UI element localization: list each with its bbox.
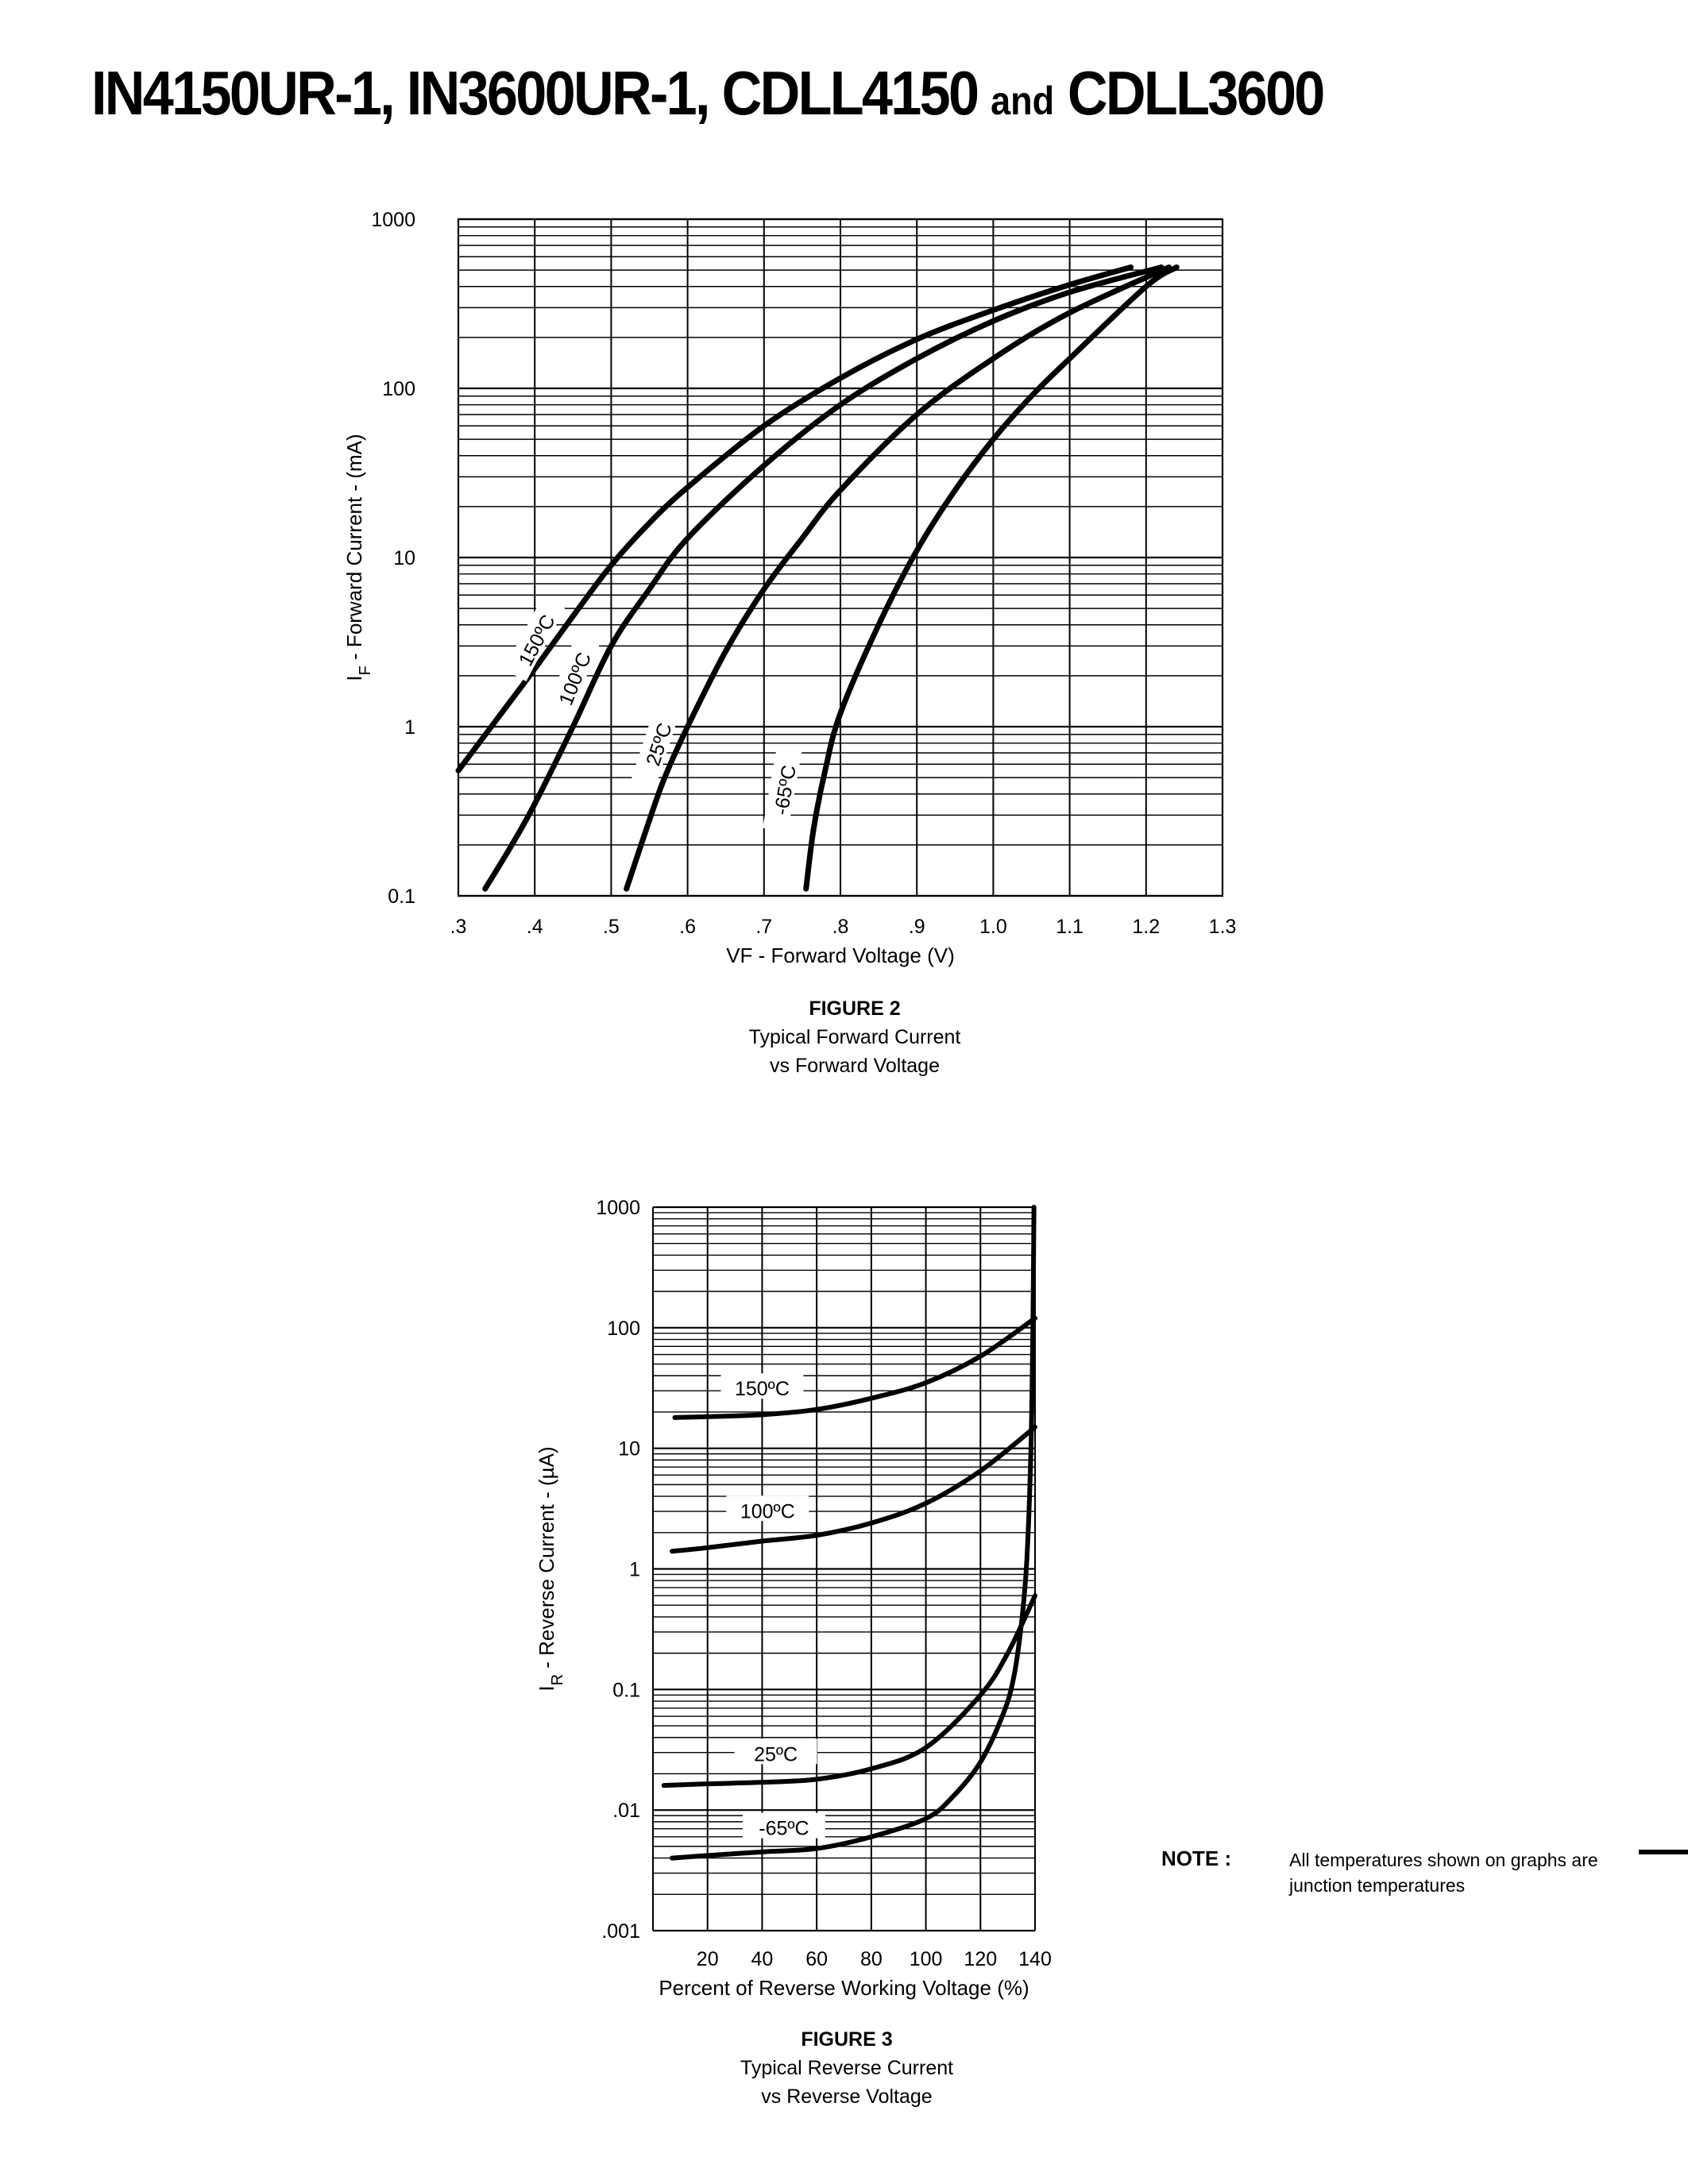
series-line-150C — [672, 1315, 1037, 1420]
title-and: and — [991, 79, 1055, 123]
x-tick-label: 1.0 — [979, 916, 1007, 938]
x-tick-label: 120 — [964, 1948, 997, 1970]
x-tick-label: 100 — [910, 1948, 943, 1970]
series-line--65C — [670, 1205, 1037, 1861]
y-axis-title: IF - Forward Current - (mA) — [342, 434, 374, 681]
y-tick-label: 100 — [607, 1318, 640, 1340]
series-line-100C — [670, 1424, 1037, 1554]
title-part2: CDLL3600 — [1054, 58, 1325, 128]
series-line-25C — [624, 264, 1172, 892]
x-tick-label: 1.3 — [1209, 916, 1237, 938]
y-tick-label: 10 — [393, 547, 415, 569]
figure3-caption-line2: vs Reverse Voltage — [761, 2086, 933, 2108]
series-label-text: 25ºC — [754, 1743, 798, 1765]
series-label-background — [631, 700, 682, 787]
x-tick-label: .3 — [450, 916, 467, 938]
series-label-text: 150ºC — [735, 1378, 790, 1400]
series-label-background — [720, 1373, 804, 1399]
x-tick-label: .7 — [755, 916, 772, 938]
title-part1: IN4150UR-1, IN3600UR-1, CDLL4150 — [91, 58, 991, 128]
y-axis-title-subscript: R — [549, 1674, 566, 1685]
series-label-background — [504, 596, 566, 682]
series-label: -65ºC — [762, 747, 802, 833]
y-tick-label: 1 — [629, 1559, 640, 1581]
series-label: 25ºC — [734, 1738, 817, 1765]
x-tick-label: .4 — [527, 916, 543, 938]
x-tick-label: 20 — [697, 1948, 719, 1970]
edge-mark — [1639, 1850, 1688, 1854]
series-label: 150ºC — [720, 1373, 804, 1400]
y-axis-title-main: I — [535, 1685, 558, 1691]
figure3-label: FIGURE 3 — [801, 2028, 893, 2051]
chart-figure-2: 0.1 1 10 100 1000 .3 .4 .5 .6 .7 .8 .9 1.0 1.1 1.2 1.3 V… — [342, 209, 1236, 967]
y-axis-title-main: I — [342, 675, 366, 681]
note-text: All temperatures shown on graphs are jun… — [1289, 1850, 1598, 1896]
y-axis-title-rest: - Forward Current - (mA) — [342, 434, 366, 666]
y-axis-title-rest: - Reverse Current - (µA) — [535, 1446, 558, 1674]
series-label-background — [545, 635, 600, 721]
y-tick-label: 0.1 — [388, 886, 415, 908]
x-tick-label: 40 — [751, 1948, 774, 1970]
series-line-100C — [482, 264, 1165, 892]
note-label: NOTE : — [1161, 1846, 1232, 1870]
y-axis-title: IR - Reverse Current - (µA) — [535, 1446, 566, 1691]
x-tick-label: 1.1 — [1056, 916, 1083, 938]
page-title: IN4150UR-1, IN3600UR-1, CDLL4150 and CDL… — [91, 57, 1325, 129]
series-label: 25ºC — [631, 700, 682, 787]
series-label-background — [762, 747, 802, 833]
y-tick-label: .01 — [612, 1800, 640, 1822]
x-tick-label: 60 — [805, 1948, 828, 1970]
series-label-background — [742, 1812, 825, 1839]
x-tick-label: 140 — [1018, 1948, 1052, 1970]
figure2-caption-line1: Typical Forward Current — [748, 1026, 961, 1048]
y-tick-label: 1000 — [596, 1197, 640, 1219]
x-tick-label: .8 — [832, 916, 849, 938]
series-line-25C — [661, 1593, 1037, 1788]
series-label: 100ºC — [726, 1495, 809, 1522]
y-tick-label: 1 — [404, 716, 415, 739]
y-axis-title-subscript: F — [357, 666, 374, 675]
series-line--65C — [803, 264, 1180, 892]
x-tick-label: .5 — [603, 916, 620, 938]
figure3-caption-line1: Typical Reverse Current — [740, 2057, 954, 2079]
x-tick-label: 1.2 — [1132, 916, 1160, 938]
series-label: -65ºC — [742, 1812, 825, 1840]
y-tick-label: 0.1 — [612, 1679, 640, 1701]
y-tick-label: 100 — [382, 378, 415, 400]
figure2-label: FIGURE 2 — [809, 997, 901, 1020]
y-tick-label: .001 — [601, 1920, 640, 1943]
figure2-caption-line2: vs Forward Voltage — [770, 1055, 940, 1077]
x-tick-label: .6 — [679, 916, 696, 938]
x-axis-title: Percent of Reverse Working Voltage (%) — [659, 1976, 1029, 2000]
series-label-text: -65ºC — [759, 1818, 809, 1840]
plot-frame — [457, 218, 1224, 897]
series-label-text: 100ºC — [740, 1500, 795, 1522]
series-label-background — [726, 1495, 809, 1522]
y-tick-label: 1000 — [371, 209, 415, 231]
series-label-background — [734, 1738, 817, 1765]
figure3-caption: FIGURE 3 Typical Reverse Current vs Reve… — [608, 2025, 1085, 2111]
series-line-150C — [455, 264, 1134, 774]
x-tick-label: 80 — [860, 1948, 883, 1970]
figure2-caption: FIGURE 2 Typical Forward Current vs Forw… — [616, 994, 1093, 1080]
x-axis-title: VF - Forward Voltage (V) — [726, 943, 955, 967]
y-tick-label: 10 — [618, 1438, 640, 1461]
x-tick-label: .9 — [909, 916, 925, 938]
chart-figure-3: .001 .01 0.1 1 10 100 1000 20 40 60 80 100 120 140 Per… — [535, 1197, 1052, 2000]
